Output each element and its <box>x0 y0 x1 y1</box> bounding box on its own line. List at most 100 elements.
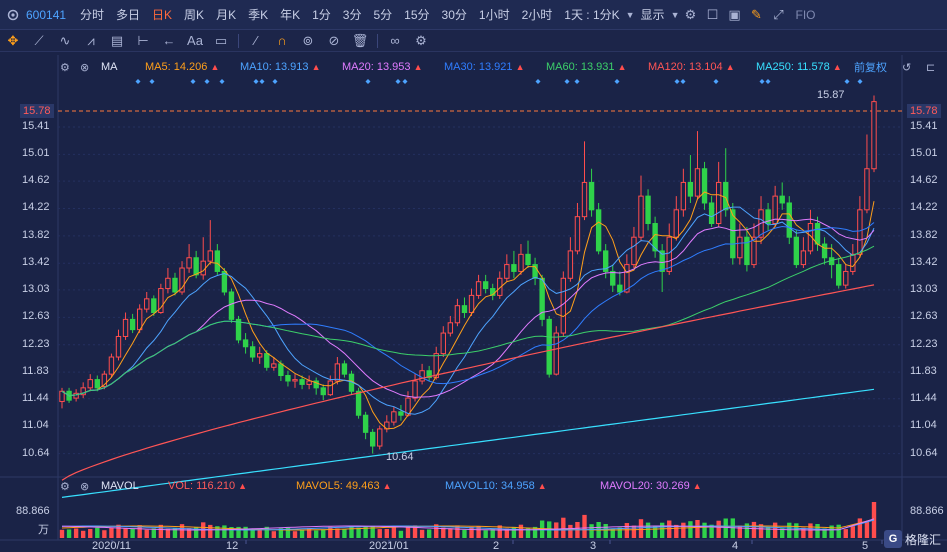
period-tab[interactable]: 1小时 <box>478 8 510 22</box>
candle-body <box>433 353 439 379</box>
screenshot-icon[interactable]: ▣ <box>728 6 741 22</box>
candle-body <box>744 236 750 266</box>
fib-tool-icon[interactable]: ▤ <box>110 32 124 48</box>
candle-body <box>129 318 136 331</box>
period-selector[interactable]: 1天 : 1分K <box>564 8 620 22</box>
volume-legend: ⚙ ⊗ MAVOL VOL: 116.210 ▲ MAVOL5: 49.463 … <box>0 478 947 494</box>
text-tool-icon[interactable]: Aa <box>187 33 203 48</box>
volume-bar <box>674 524 679 538</box>
candle-body <box>285 375 291 382</box>
lock-icon[interactable]: ⊚ <box>302 32 314 48</box>
line-tool-icon[interactable]: ⟋ <box>34 32 44 48</box>
crosshair-icon[interactable]: ✥ <box>7 32 19 48</box>
volume-bar <box>857 518 863 538</box>
period-tab[interactable]: 月K <box>216 8 237 22</box>
stock-code[interactable]: 600141 <box>26 7 67 22</box>
candle-body <box>659 250 665 272</box>
price-tick: 10.64 <box>22 446 50 459</box>
candle-body <box>701 168 708 204</box>
mavol10-label: MAVOL10: 34.958 ▲ <box>445 480 547 492</box>
volume-bar <box>659 522 665 538</box>
vol-close-icon[interactable]: ⊗ <box>80 480 90 493</box>
gear-icon[interactable] <box>0 8 26 22</box>
candle-body <box>193 257 199 276</box>
wave-tool-icon[interactable]: ⩘ <box>87 32 95 48</box>
volume-bar <box>243 526 248 538</box>
reset-icon[interactable]: ↺ <box>902 61 912 74</box>
adjust-toggle[interactable]: 前复权 <box>854 62 887 74</box>
volume-bar <box>377 529 382 538</box>
volume-bar <box>624 523 630 538</box>
pen-tool-icon[interactable]: ∕ <box>254 33 258 48</box>
candle-body <box>228 291 235 320</box>
volume-bar <box>758 524 764 538</box>
period-tab[interactable]: 15分 <box>404 8 430 22</box>
tool-settings-icon[interactable]: ⚙ <box>415 32 427 48</box>
mavol20-line <box>61 518 875 531</box>
volume-bar <box>483 530 488 538</box>
pencil-icon[interactable]: ✎ <box>751 6 762 22</box>
ray-tool-icon[interactable]: ∿ <box>59 32 71 48</box>
fio-label[interactable]: FIO <box>795 7 816 22</box>
fullscreen-icon[interactable]: ⤢ <box>773 6 784 22</box>
volume-bar <box>257 529 262 538</box>
candle-body <box>151 298 157 314</box>
volume-bar <box>716 520 721 538</box>
checkbox-icon[interactable]: ☐ <box>706 6 719 22</box>
period-tab[interactable]: 5分 <box>373 8 393 22</box>
link-icon[interactable]: ∞ <box>390 33 400 48</box>
collapse-icon[interactable]: ⊏ <box>926 61 936 74</box>
logo-mark-icon: G <box>883 530 902 548</box>
ma-settings-icon[interactable]: ⚙ <box>60 61 70 74</box>
candle-body <box>504 264 510 279</box>
period-tab[interactable]: 3分 <box>342 8 362 22</box>
vol-settings-icon[interactable]: ⚙ <box>60 480 70 493</box>
rectangle-tool-icon[interactable]: ▭ <box>214 32 228 48</box>
ma-close-icon[interactable]: ⊗ <box>80 61 90 74</box>
volume-bar <box>222 525 227 538</box>
arrow-tool-icon[interactable]: ← <box>162 33 176 48</box>
candle-body <box>468 294 475 314</box>
period-tab[interactable]: 2小时 <box>521 8 553 22</box>
event-marker-icon <box>259 79 265 84</box>
volume-bar <box>229 527 234 538</box>
period-tab[interactable]: 分时 <box>80 8 105 22</box>
volume-bar <box>88 529 93 538</box>
period-tab-active[interactable]: 日K <box>152 8 173 22</box>
price-tick: 13.03 <box>22 282 50 295</box>
magnet-icon[interactable]: ∩ <box>277 33 287 48</box>
price-tick: 14.62 <box>910 174 938 187</box>
period-tab[interactable]: 周K <box>184 8 205 22</box>
volume-bar <box>419 529 425 538</box>
settings-icon[interactable]: ⚙ <box>684 6 697 22</box>
candle-body <box>59 390 65 403</box>
range-tool-icon[interactable]: ⊢ <box>137 32 149 48</box>
ma5-label: MA5: 14.206 ▲ <box>145 61 220 73</box>
period-tab[interactable]: 1分 <box>312 8 331 22</box>
price-tick: 13.42 <box>910 256 938 269</box>
period-tab[interactable]: 年K <box>280 8 301 22</box>
volume-bar <box>370 525 375 538</box>
hide-icon[interactable]: ⊘ <box>328 32 340 48</box>
period-tab[interactable]: 季K <box>248 8 269 22</box>
period-tab[interactable]: 30分 <box>441 8 467 22</box>
event-marker-icon <box>857 79 863 84</box>
volume-bar <box>688 521 693 538</box>
period-tab[interactable]: 多日 <box>116 8 141 22</box>
volume-bar <box>490 529 495 538</box>
volume-bar <box>532 526 538 538</box>
vol-title: MAVOL <box>101 480 139 492</box>
candle-body <box>638 195 644 238</box>
candle-body <box>313 380 319 389</box>
volume-bar <box>794 523 799 538</box>
volume-bar <box>236 526 241 538</box>
display-menu[interactable]: 显示 <box>640 8 665 22</box>
volume-bar <box>511 526 517 538</box>
candle-body <box>730 209 736 259</box>
candle-body <box>214 250 221 272</box>
volume-bar <box>285 527 291 538</box>
volume-bar <box>73 528 79 538</box>
trash-icon[interactable]: 🗑 <box>351 32 369 48</box>
price-tick: 10.64 <box>910 446 938 459</box>
